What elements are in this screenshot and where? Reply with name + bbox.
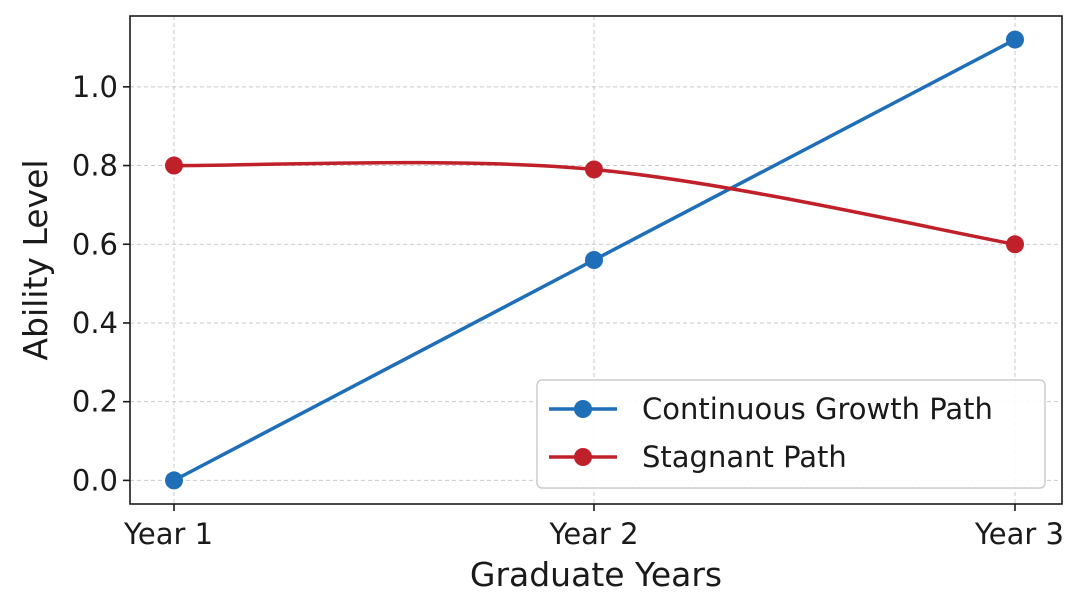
y-tick-label: 1.0: [72, 70, 118, 104]
series-layer: [165, 30, 1024, 490]
x-tick-label: Year 3: [974, 517, 1064, 551]
data-point: [585, 160, 603, 179]
legend-entry: Continuous Growth Path: [549, 392, 993, 426]
y-axis-title: Ability Level: [16, 159, 55, 360]
legend: Continuous Growth Path Stagnant Path: [536, 379, 1046, 489]
y-tick-label: 0.2: [72, 385, 118, 419]
legend-label: Continuous Growth Path: [642, 392, 993, 426]
y-tick-label: 0.6: [72, 227, 118, 261]
data-point: [1006, 30, 1024, 49]
x-tick-label: Year 1: [123, 517, 213, 551]
y-tick-label: 0.8: [72, 149, 118, 183]
x-tick-label: Year 2: [548, 517, 638, 551]
series-1: [165, 156, 1024, 254]
data-point: [165, 156, 183, 175]
x-axis-title: Graduate Years: [470, 555, 722, 594]
y-tick-label: 0.0: [72, 463, 118, 497]
data-point: [1006, 235, 1024, 254]
data-point: [585, 251, 603, 269]
legend-entry: Stagnant Path: [549, 440, 847, 474]
plot-area-frame: [129, 15, 1063, 505]
data-point: [165, 471, 183, 490]
legend-label: Stagnant Path: [642, 440, 847, 474]
legend-marker: [574, 448, 592, 466]
series-0: [165, 30, 1024, 490]
y-tick-label: 0.4: [72, 306, 118, 340]
y-axis: 0.0 0.2 0.4 0.6 0.8 1.0: [72, 70, 130, 497]
legend-marker: [574, 400, 592, 418]
legend-box: [536, 379, 1046, 489]
x-axis: Year 1 Year 2 Year 3: [123, 504, 1064, 551]
